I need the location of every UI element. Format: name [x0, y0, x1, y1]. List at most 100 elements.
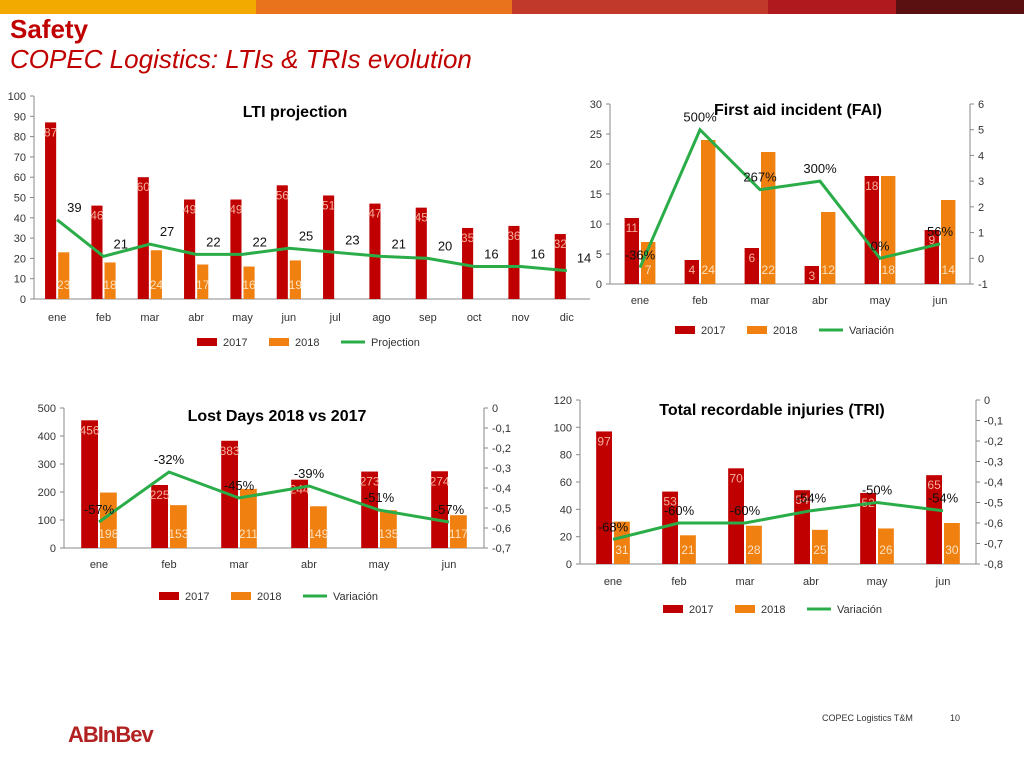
abinbev-logo: ABInBev — [68, 722, 154, 747]
bar-2017 — [291, 479, 308, 548]
line-point-label: 16 — [531, 247, 545, 262]
bar-2017 — [794, 490, 810, 564]
bar-2017 — [804, 266, 819, 284]
bar-2017 — [323, 195, 335, 299]
y-tick-label: 500 — [38, 403, 56, 415]
bar-2017-label: 97 — [597, 434, 611, 448]
y2-tick-label: -0,6 — [984, 518, 1003, 530]
chart-title: First aid incident (FAI) — [714, 102, 882, 119]
line-point-label: 22 — [253, 234, 267, 249]
legend-label: 2017 — [689, 604, 713, 616]
y-tick-label: 40 — [14, 213, 26, 225]
line-series — [612, 500, 944, 541]
x-tick-label: ago — [372, 312, 390, 324]
bar-2018-label: 18 — [103, 278, 117, 292]
bar-2017-label: 9 — [928, 233, 935, 247]
bar-2017-label: 45 — [415, 211, 429, 225]
line-point-label: 267% — [743, 170, 777, 185]
bar-2018 — [170, 505, 187, 548]
bar-2017-label: 36 — [507, 229, 521, 243]
line-point-label: -50% — [862, 483, 893, 498]
x-tick-label: feb — [96, 312, 111, 324]
bar-2017 — [184, 199, 196, 299]
bar-2017-label: 6 — [748, 251, 755, 265]
line-point-label: 39 — [67, 200, 81, 215]
bar-2017 — [276, 185, 288, 299]
bar-2017-label: 47 — [368, 207, 382, 221]
bar-2017 — [361, 471, 378, 548]
line-point-label: 27 — [160, 224, 174, 239]
line-point-label: 21 — [114, 236, 128, 251]
bar-2018-label: 117 — [449, 527, 468, 541]
page-subtitle: COPEC Logistics: LTIs & TRIs evolution — [10, 44, 472, 74]
y2-tick-label: -0,7 — [492, 543, 511, 555]
bar-2017-label: 49 — [229, 203, 243, 217]
y-tick-label: 100 — [554, 422, 572, 434]
y-tick-label: 10 — [14, 274, 26, 286]
legend-label: Projection — [371, 337, 420, 349]
y-tick-label: 100 — [8, 91, 26, 103]
bar-2018 — [240, 488, 257, 548]
bar-2018-label: 149 — [308, 527, 328, 541]
y-tick-label: 70 — [14, 152, 26, 164]
y-tick-label: 5 — [596, 249, 602, 261]
bar-2018 — [150, 250, 162, 299]
y-tick-label: 0 — [50, 543, 56, 555]
y2-tick-label: 3 — [978, 176, 984, 188]
bar-2018-label: 25 — [813, 543, 827, 557]
bar-2018 — [450, 515, 467, 548]
bar-2017 — [415, 207, 427, 299]
bar-2017-label: 18 — [865, 179, 879, 193]
y-tick-label: 90 — [14, 111, 26, 123]
y-tick-label: 200 — [38, 487, 56, 499]
line-series — [638, 127, 941, 269]
bar-2017 — [554, 234, 566, 299]
bar-2018 — [878, 528, 894, 564]
bar-2017-label: 273 — [360, 475, 380, 489]
line-point-label: 56% — [927, 224, 953, 239]
chart-title: LTI projection — [243, 104, 348, 121]
y2-tick-label: 0 — [492, 403, 498, 415]
y-tick-label: 120 — [554, 395, 572, 407]
y-tick-label: 400 — [38, 431, 56, 443]
x-tick-label: ene — [604, 576, 622, 588]
line-point-label: 0% — [871, 238, 890, 253]
y2-tick-label: -0,5 — [984, 498, 1003, 510]
legend-swatch — [735, 605, 755, 613]
bar-2018-label: 135 — [378, 527, 398, 541]
bar-2018-label: 19 — [289, 278, 303, 292]
x-tick-label: feb — [692, 295, 707, 307]
bar-2017 — [860, 492, 876, 564]
y2-tick-label: -0,1 — [492, 423, 511, 435]
bar-2017-label: 46 — [90, 209, 104, 223]
x-tick-label: mar — [736, 576, 755, 588]
bar-2018 — [58, 252, 70, 299]
bar-2017 — [137, 177, 149, 299]
y2-tick-label: -0,5 — [492, 503, 511, 515]
bar-2017-label: 32 — [554, 237, 568, 251]
bar-2018-label: 7 — [645, 263, 652, 277]
bar-2017 — [596, 431, 612, 564]
bar-2018 — [614, 521, 630, 564]
y-tick-label: 15 — [590, 189, 602, 201]
bar-2017 — [81, 420, 98, 548]
bar-2017-label: 53 — [663, 495, 677, 509]
bar-2018 — [821, 212, 836, 284]
bar-2018 — [812, 529, 828, 564]
y-tick-label: 60 — [14, 172, 26, 184]
y2-tick-label: -0,7 — [984, 539, 1003, 551]
line-point-label: -60% — [730, 503, 761, 518]
y2-tick-label: -1 — [978, 279, 988, 291]
bar-2017-label: 11 — [626, 221, 639, 235]
bar-2018-label: 22 — [762, 263, 776, 277]
y2-tick-label: 6 — [978, 99, 984, 111]
bar-2018-label: 198 — [98, 527, 118, 541]
header-bar-segment — [0, 0, 256, 14]
bar-2017 — [624, 218, 639, 284]
legend-label: 2018 — [773, 325, 797, 337]
x-tick-label: dic — [560, 312, 575, 324]
bar-2017 — [508, 225, 520, 299]
bar-2018 — [289, 260, 301, 299]
bar-2017-label: 54 — [795, 493, 809, 507]
